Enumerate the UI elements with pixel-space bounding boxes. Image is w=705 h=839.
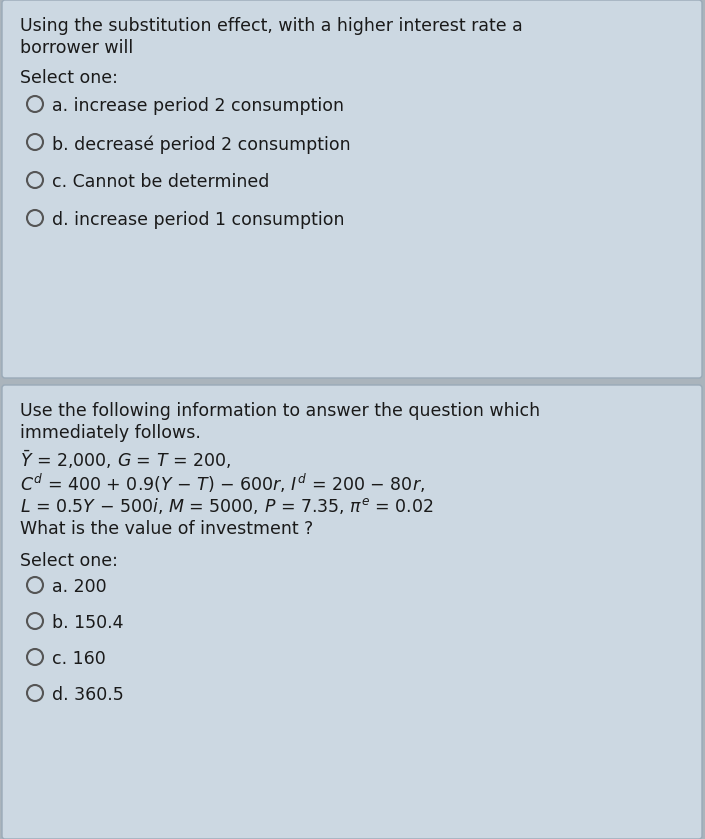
Text: Using the substitution effect, with a higher interest rate a: Using the substitution effect, with a hi… xyxy=(20,17,522,35)
Text: Select one:: Select one: xyxy=(20,69,118,87)
Text: Select one:: Select one: xyxy=(20,552,118,570)
Text: c. Cannot be determined: c. Cannot be determined xyxy=(52,173,269,191)
Text: b. 150.4: b. 150.4 xyxy=(52,614,123,632)
Text: $C^d$ = 400 + 0.9($Y$ $-$ $T$) $-$ 600$r$, $I^d$ = 200 $-$ 80$r$,: $C^d$ = 400 + 0.9($Y$ $-$ $T$) $-$ 600$r… xyxy=(20,472,425,495)
Text: Use the following information to answer the question which: Use the following information to answer … xyxy=(20,402,540,420)
Text: d. increase period 1 consumption: d. increase period 1 consumption xyxy=(52,211,345,229)
Text: d. 360.5: d. 360.5 xyxy=(52,686,124,704)
FancyBboxPatch shape xyxy=(2,385,702,839)
Text: b. decreasé period 2 consumption: b. decreasé period 2 consumption xyxy=(52,135,350,154)
Text: immediately follows.: immediately follows. xyxy=(20,424,201,442)
Text: c. 160: c. 160 xyxy=(52,650,106,668)
Text: $L$ = 0.5$Y$ $-$ 500$i$, $M$ = 5000, $P$ = 7.35, $\pi^e$ = 0.02: $L$ = 0.5$Y$ $-$ 500$i$, $M$ = 5000, $P$… xyxy=(20,496,434,516)
Text: $\bar{Y}$ = 2,000, $G$ = $T$ = 200,: $\bar{Y}$ = 2,000, $G$ = $T$ = 200, xyxy=(20,448,231,471)
Text: a. increase period 2 consumption: a. increase period 2 consumption xyxy=(52,97,344,115)
Text: borrower will: borrower will xyxy=(20,39,133,57)
FancyBboxPatch shape xyxy=(2,0,702,378)
Text: What is the value of investment ?: What is the value of investment ? xyxy=(20,520,313,538)
Text: a. 200: a. 200 xyxy=(52,578,106,596)
